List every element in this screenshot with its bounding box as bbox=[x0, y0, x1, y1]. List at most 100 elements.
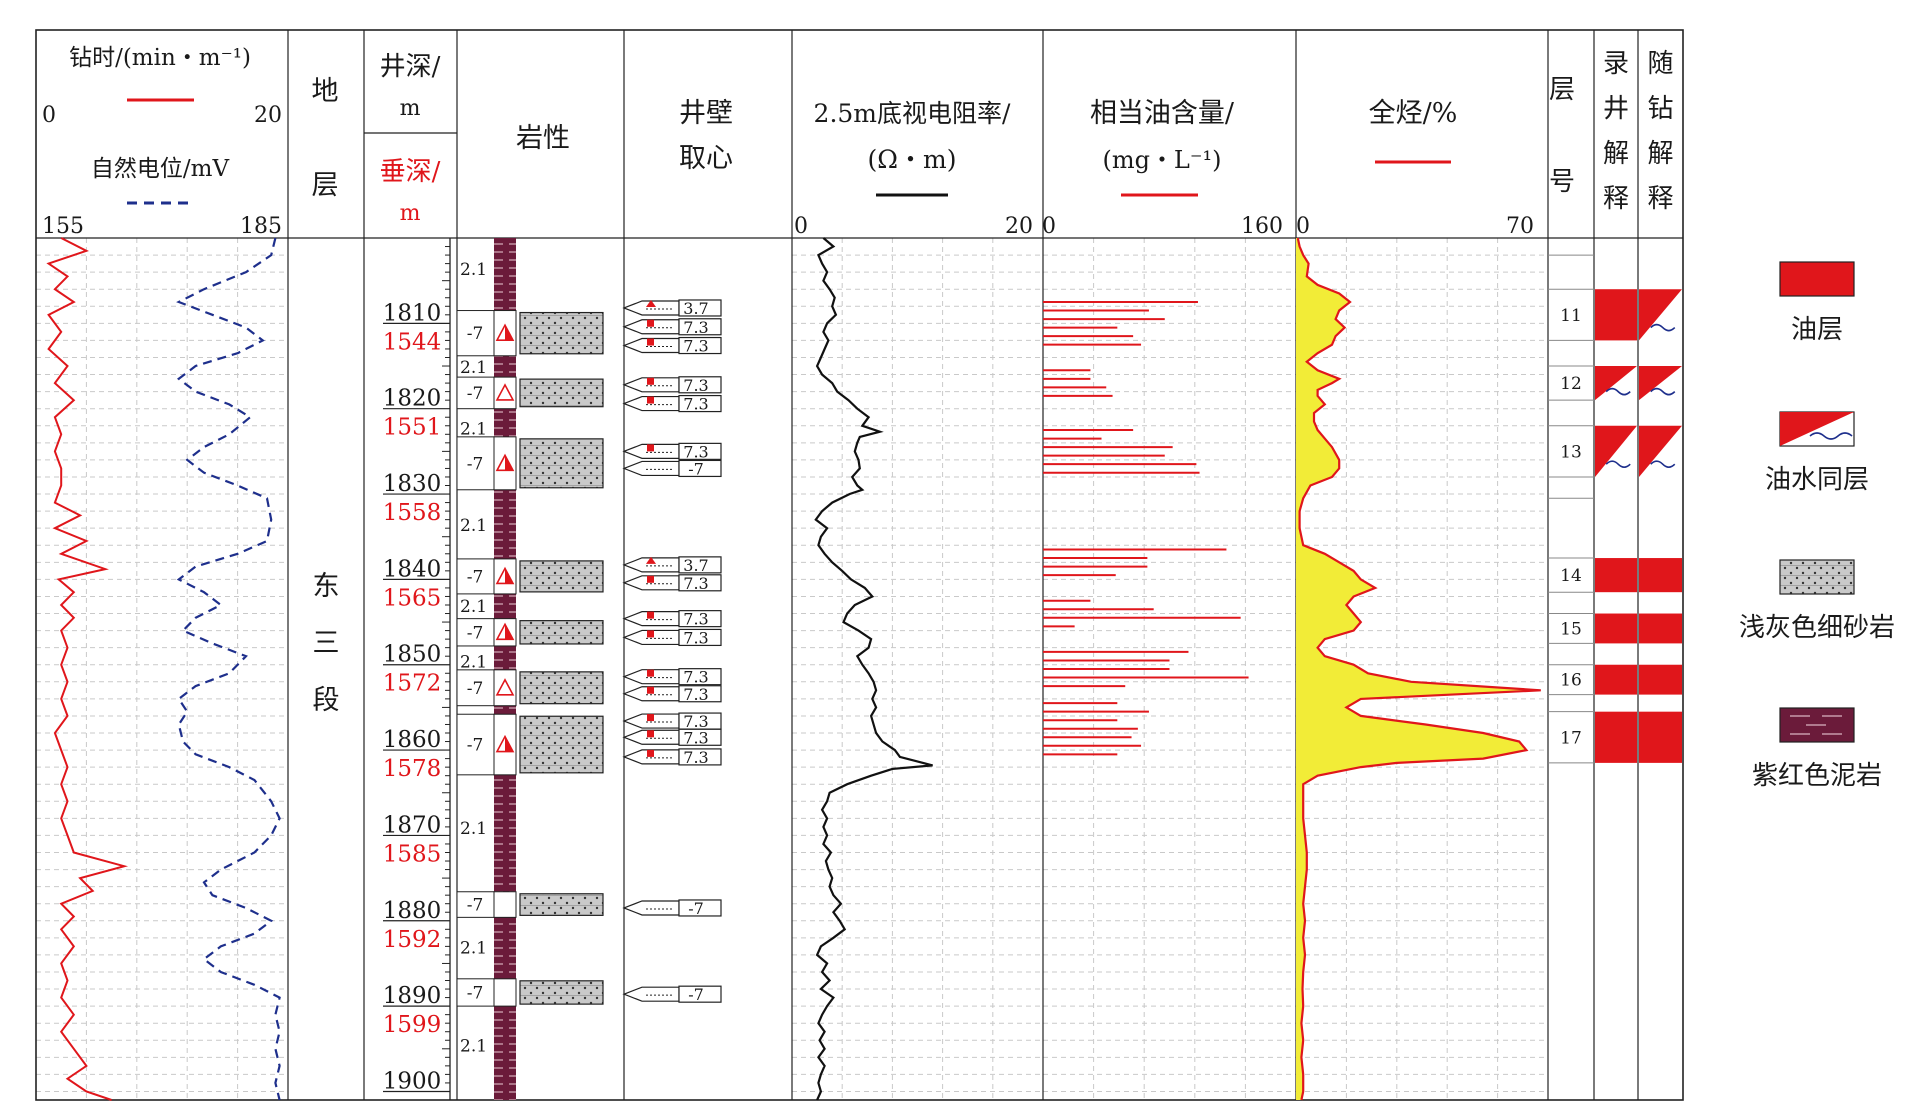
core-label-box bbox=[678, 899, 722, 917]
header-drill-time: 钻时/(min・m⁻¹) 0 20 自然电位/mV 155 185 bbox=[42, 45, 282, 239]
core-label: 7.3 bbox=[683, 442, 708, 461]
mudlog-label-char: 录 bbox=[1603, 49, 1629, 79]
res-min: 0 bbox=[794, 214, 808, 239]
sand-bed-code-box bbox=[456, 713, 495, 776]
core-flag-square bbox=[647, 319, 654, 327]
core-label: 7.3 bbox=[683, 610, 708, 629]
core-label-l1: 井壁 bbox=[679, 98, 733, 129]
mud-code-label: 2.1 bbox=[460, 260, 487, 280]
mud-code-label: 2.1 bbox=[460, 419, 487, 439]
strata-label-l1: 地 bbox=[312, 76, 339, 107]
mudstone-strip bbox=[494, 238, 516, 1100]
core-flag-square bbox=[647, 630, 654, 638]
core-label-box bbox=[678, 442, 722, 460]
depth-tvd-label: 1544 bbox=[383, 329, 442, 355]
lithology-column: 2.1 2.1 2.1 2.1 2.1 2.1 2.1 2.1 2.1 -7 -7 -7 -7 -7 -7 -… bbox=[456, 238, 604, 1100]
mud-code-label: 2.1 bbox=[460, 516, 487, 536]
oil-show-fill bbox=[505, 736, 513, 752]
sand-bed-code-box bbox=[456, 669, 495, 707]
oil-show-fill bbox=[505, 325, 513, 341]
core-flag-square bbox=[647, 444, 654, 452]
oil-show-fill bbox=[505, 568, 513, 584]
core-label-box bbox=[678, 610, 722, 628]
layer-number: 15 bbox=[1560, 619, 1582, 639]
sand-bed-code: -7 bbox=[467, 679, 484, 699]
legend-swatch-oilwater-oil bbox=[1780, 412, 1854, 446]
core-label: 7.3 bbox=[683, 685, 708, 704]
sandstone-bed bbox=[519, 438, 604, 489]
sand-bed-code: -7 bbox=[467, 324, 484, 344]
oil-unit: (mg・L⁻¹) bbox=[1102, 146, 1221, 174]
core-label: 7.3 bbox=[683, 712, 708, 731]
outer-frame bbox=[35, 29, 1684, 1101]
depth-md-label: 1880 bbox=[383, 898, 442, 924]
drill-time-curve bbox=[46, 237, 129, 1101]
core-label: 7.3 bbox=[683, 376, 708, 395]
mudlog-ow-water bbox=[1605, 387, 1631, 396]
sandstone-bed bbox=[519, 671, 604, 705]
depth-md-label: 1900 bbox=[383, 1068, 442, 1094]
depth-md-label: 1890 bbox=[383, 983, 442, 1009]
mudlog-oil bbox=[1595, 613, 1637, 644]
depth-md-label: 1860 bbox=[383, 727, 442, 753]
lwd-ow-oil bbox=[1639, 289, 1682, 341]
core-flag-square bbox=[647, 575, 654, 583]
depth-label-l2: m bbox=[400, 96, 421, 121]
depth-md-label: 1820 bbox=[383, 386, 442, 412]
sandstone-bed bbox=[519, 715, 604, 774]
oil-show-symbol bbox=[495, 383, 515, 401]
core-label-box bbox=[678, 985, 722, 1003]
gas-max: 70 bbox=[1506, 214, 1534, 239]
depth-tvd-label: 1558 bbox=[383, 500, 442, 526]
strata-label: 地层 bbox=[312, 76, 339, 201]
legend-swatch-oilwater-water bbox=[1809, 432, 1853, 440]
layer-no-label-l2: 号 bbox=[1549, 167, 1575, 197]
core-flag-tri bbox=[646, 556, 656, 564]
lwd-ow-water bbox=[1650, 387, 1676, 396]
lwd-oil bbox=[1639, 613, 1682, 644]
core-label-box bbox=[678, 556, 722, 574]
total-gas-curve bbox=[1296, 237, 1541, 1101]
sand-bed-code: -7 bbox=[467, 384, 484, 404]
lwd-label-char: 解 bbox=[1647, 139, 1673, 169]
mud-code-label: 2.1 bbox=[460, 819, 487, 839]
mudlog-label-char: 解 bbox=[1603, 139, 1629, 169]
lwd-oil bbox=[1639, 711, 1682, 763]
sp-label: 自然电位/mV bbox=[91, 156, 230, 182]
header-layer-no: 层 号 bbox=[1549, 75, 1575, 197]
core-flag-square bbox=[647, 714, 654, 722]
depth-md-label: 1840 bbox=[383, 556, 442, 582]
core-label: -7 bbox=[688, 985, 704, 1004]
core-label: 7.3 bbox=[683, 748, 708, 767]
legend-label: 紫红色泥岩 bbox=[1752, 761, 1882, 791]
core-flag-tri bbox=[646, 299, 656, 307]
resistivity-curve bbox=[814, 237, 933, 1101]
core-label: 7.3 bbox=[683, 668, 708, 687]
depth-tvd-label: 1565 bbox=[383, 585, 442, 611]
legend-swatch-oil bbox=[1779, 261, 1855, 297]
sandstone-bed bbox=[519, 980, 604, 1005]
strata-name-char: 东 bbox=[313, 571, 340, 602]
sand-bed-code-box bbox=[456, 891, 495, 918]
sand-bed-code-box bbox=[456, 310, 495, 357]
strata-label-l2: 层 bbox=[312, 170, 339, 201]
lithology-label: 岩性 bbox=[516, 123, 570, 154]
sand-bed-code: -7 bbox=[467, 623, 484, 643]
core-label-box bbox=[678, 728, 722, 746]
sand-bed-code: -7 bbox=[467, 896, 484, 916]
depth-tvd-label: 1592 bbox=[383, 927, 442, 953]
depth-tvd-label: 1599 bbox=[383, 1012, 442, 1038]
core-label-box bbox=[678, 748, 722, 766]
core-label-box bbox=[678, 376, 722, 394]
core-sample bbox=[622, 460, 680, 477]
mudlog-ow-oil bbox=[1595, 425, 1637, 477]
mud-code-label: 2.1 bbox=[460, 358, 487, 378]
sp-min: 155 bbox=[42, 214, 84, 239]
sand-bed-code: -7 bbox=[467, 454, 484, 474]
total-gas-fill bbox=[1296, 238, 1541, 1100]
mud-code-label: 2.1 bbox=[460, 597, 487, 617]
core-sample bbox=[622, 900, 680, 916]
core-flag-square bbox=[647, 611, 654, 619]
